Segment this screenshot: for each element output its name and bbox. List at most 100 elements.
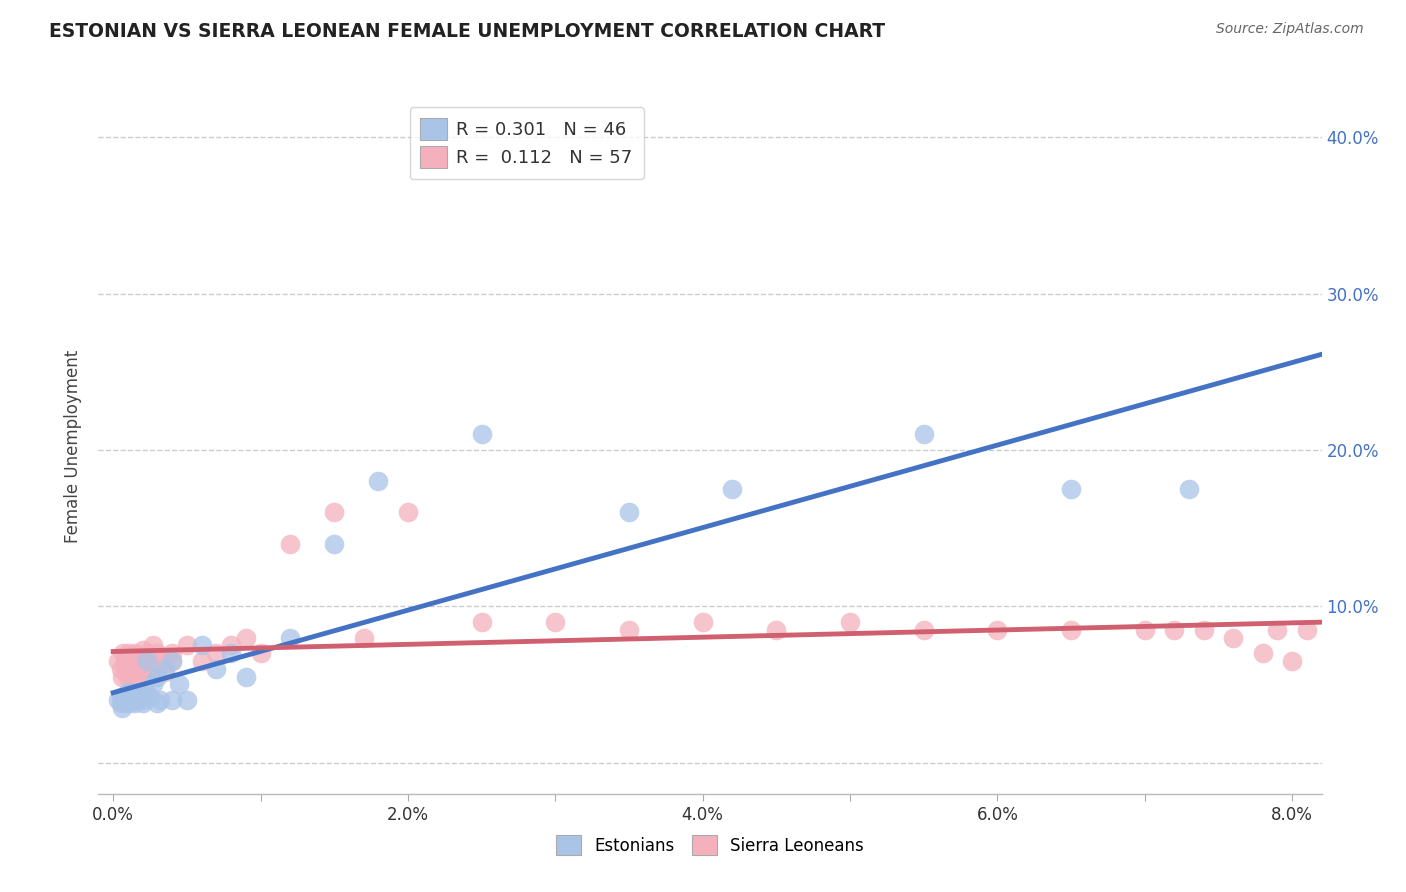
Point — [135, 665, 157, 679]
Point — [617, 623, 640, 637]
Point — [146, 670, 169, 684]
Point — [1296, 623, 1319, 637]
Point — [149, 693, 172, 707]
Point — [107, 654, 129, 668]
Point — [367, 474, 389, 488]
Point — [721, 482, 744, 496]
Point — [190, 654, 212, 668]
Point — [617, 505, 640, 519]
Point — [117, 685, 139, 699]
Point — [160, 646, 183, 660]
Point — [110, 690, 132, 704]
Point — [131, 696, 153, 710]
Point — [1222, 631, 1244, 645]
Point — [353, 631, 375, 645]
Point — [118, 696, 141, 710]
Point — [190, 638, 212, 652]
Point — [127, 665, 149, 679]
Point — [396, 505, 419, 519]
Point — [117, 670, 139, 684]
Point — [205, 662, 228, 676]
Point — [1178, 482, 1201, 496]
Point — [1281, 654, 1303, 668]
Point — [132, 693, 155, 707]
Point — [149, 654, 172, 668]
Point — [146, 696, 169, 710]
Point — [1060, 623, 1083, 637]
Point — [471, 615, 494, 629]
Point — [114, 696, 136, 710]
Point — [128, 690, 150, 704]
Point — [122, 670, 145, 684]
Point — [169, 677, 191, 691]
Point — [112, 693, 135, 707]
Point — [235, 670, 257, 684]
Text: Source: ZipAtlas.com: Source: ZipAtlas.com — [1216, 22, 1364, 37]
Point — [132, 654, 155, 668]
Point — [160, 693, 183, 707]
Point — [121, 693, 143, 707]
Point — [131, 643, 153, 657]
Point — [219, 638, 242, 652]
Point — [111, 670, 134, 684]
Point — [125, 654, 148, 668]
Point — [205, 646, 228, 660]
Point — [128, 649, 150, 664]
Point — [176, 693, 198, 707]
Point — [142, 677, 165, 691]
Point — [118, 654, 141, 668]
Point — [124, 646, 146, 660]
Point — [278, 537, 301, 551]
Point — [122, 689, 145, 703]
Point — [117, 646, 139, 660]
Point — [111, 701, 134, 715]
Point — [765, 623, 787, 637]
Point — [124, 662, 146, 676]
Point — [139, 690, 162, 704]
Point — [110, 662, 132, 676]
Point — [115, 690, 138, 704]
Point — [153, 665, 176, 679]
Point — [1267, 623, 1289, 637]
Point — [692, 615, 714, 629]
Point — [471, 427, 494, 442]
Point — [146, 646, 169, 660]
Point — [235, 631, 257, 645]
Point — [912, 623, 935, 637]
Point — [278, 631, 301, 645]
Point — [544, 615, 567, 629]
Point — [124, 696, 146, 710]
Point — [120, 662, 142, 676]
Point — [142, 638, 165, 652]
Point — [131, 662, 153, 676]
Point — [139, 654, 162, 668]
Point — [912, 427, 935, 442]
Point — [839, 615, 862, 629]
Point — [176, 638, 198, 652]
Point — [124, 690, 146, 704]
Point — [1163, 623, 1185, 637]
Point — [1251, 646, 1274, 660]
Point — [136, 654, 159, 668]
Point — [125, 693, 148, 707]
Point — [115, 665, 138, 679]
Text: ESTONIAN VS SIERRA LEONEAN FEMALE UNEMPLOYMENT CORRELATION CHART: ESTONIAN VS SIERRA LEONEAN FEMALE UNEMPL… — [49, 22, 886, 41]
Point — [1192, 623, 1215, 637]
Point — [127, 685, 149, 699]
Point — [323, 537, 346, 551]
Point — [1133, 623, 1156, 637]
Point — [323, 505, 346, 519]
Point — [131, 689, 153, 703]
Point — [112, 646, 135, 660]
Point — [121, 649, 143, 664]
Y-axis label: Female Unemployment: Female Unemployment — [65, 350, 83, 542]
Legend: Estonians, Sierra Leoneans: Estonians, Sierra Leoneans — [550, 829, 870, 862]
Point — [219, 646, 242, 660]
Point — [117, 693, 139, 707]
Point — [160, 654, 183, 668]
Point — [249, 646, 271, 660]
Point — [136, 646, 159, 660]
Point — [160, 654, 183, 668]
Point — [986, 623, 1008, 637]
Point — [146, 662, 169, 676]
